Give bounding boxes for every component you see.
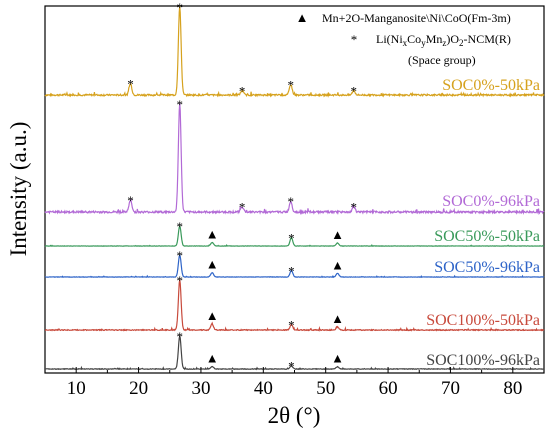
star-marker-soc0-50kpa-44.4: * bbox=[288, 77, 295, 92]
series-label-soc50-50kpa: SOC50%-50kPa bbox=[434, 228, 540, 245]
x-axis-label: 2θ (°) bbox=[268, 403, 321, 428]
triangle-marker-soc50-96kpa-51.9: ▲ bbox=[331, 257, 344, 272]
legend-triangle-symbol: ▲ bbox=[296, 10, 309, 25]
series-line-soc100-50kpa bbox=[44, 279, 545, 332]
x-axis: 10 20 30 40 50 60 70 80 bbox=[44, 367, 545, 399]
series-line-soc50-96kpa bbox=[44, 252, 545, 279]
series-label-soc50-96kpa: SOC50%-96kPa bbox=[434, 259, 540, 276]
star-marker-soc0-50kpa-18.7: * bbox=[127, 77, 134, 92]
triangle-marker-soc50-50kpa-51.9: ▲ bbox=[331, 227, 344, 242]
legend-entry-manganosite: Mn+2O-Manganosite\Ni\CoO(Fm-3m) bbox=[322, 11, 511, 25]
series-label-soc100-96kpa: SOC100%-96kPa bbox=[426, 352, 540, 369]
star-marker-soc50-50kpa-44.5: * bbox=[288, 231, 295, 246]
star-marker-soc0-96kpa-36.6: * bbox=[239, 200, 246, 215]
star-marker-soc0-96kpa-26.6: * bbox=[176, 97, 183, 112]
x-tick-label-50: 50 bbox=[316, 378, 335, 399]
series-labels: SOC0%-50kPa SOC0%-96kPa SOC50%-50kPa SOC… bbox=[426, 77, 540, 369]
ncm-part-end: -NCM(R) bbox=[464, 32, 511, 46]
star-marker-soc0-96kpa-44.4: * bbox=[288, 194, 295, 209]
series-label-soc0-96kpa: SOC0%-96kPa bbox=[442, 193, 540, 210]
star-marker-soc100-96kpa-44.5: * bbox=[288, 359, 295, 374]
ncm-sub-x: x bbox=[403, 38, 408, 48]
ncm-part-mn: Mn bbox=[426, 32, 443, 46]
series-line-soc0-96kpa bbox=[44, 103, 545, 216]
triangle-marker-soc100-50kpa-31.8: ▲ bbox=[206, 308, 219, 323]
triangle-marker-soc100-96kpa-31.8: ▲ bbox=[206, 350, 219, 365]
series-line-soc100-96kpa bbox=[44, 333, 545, 371]
ncm-part-o: )O bbox=[446, 32, 459, 46]
y-axis-label: Intensity (a.u.) bbox=[6, 122, 31, 257]
ncm-sub-z: z bbox=[442, 38, 446, 48]
ncm-part-co: Co bbox=[407, 32, 421, 46]
ncm-sub-2: 2 bbox=[459, 38, 464, 48]
triangle-marker-soc50-96kpa-31.8: ▲ bbox=[206, 257, 219, 272]
series-layer bbox=[44, 6, 545, 371]
legend: ▲ Mn+2O-Manganosite\Ni\CoO(Fm-3m) * Li(N… bbox=[296, 10, 511, 67]
legend-star-symbol: * bbox=[351, 32, 358, 47]
triangle-marker-soc100-96kpa-51.9: ▲ bbox=[331, 351, 344, 366]
x-tick-label-10: 10 bbox=[67, 378, 86, 399]
series-label-soc100-50kpa: SOC100%-50kPa bbox=[426, 312, 540, 329]
legend-entry-ncm: Li(NixCoyMnz)O2-NCM(R) bbox=[376, 32, 511, 48]
x-tick-label-20: 20 bbox=[129, 378, 148, 399]
x-tick-label-60: 60 bbox=[379, 378, 398, 399]
series-line-soc50-50kpa bbox=[44, 224, 545, 247]
star-marker-soc0-50kpa-36.6: * bbox=[239, 84, 246, 99]
star-marker-soc100-96kpa-26.6: * bbox=[176, 329, 183, 344]
x-tick-label-30: 30 bbox=[191, 378, 210, 399]
star-marker-soc0-50kpa-26.6: * bbox=[176, 0, 183, 15]
peak-marker-layer: * * * * * * * * * * * * ▲ ▲ * * ▲ ▲ * * ▲ ▲ * * ▲ ▲ bbox=[127, 0, 357, 374]
ncm-part-0: Li(Ni bbox=[376, 32, 403, 46]
triangle-marker-soc50-50kpa-31.8: ▲ bbox=[206, 226, 219, 241]
x-tick-label-70: 70 bbox=[441, 378, 460, 399]
star-marker-soc0-50kpa-54.5: * bbox=[351, 84, 358, 99]
series-line-soc0-50kpa bbox=[44, 6, 545, 98]
triangle-marker-soc100-50kpa-51.9: ▲ bbox=[331, 311, 344, 326]
x-tick-label-80: 80 bbox=[503, 378, 522, 399]
star-marker-soc50-96kpa-44.5: * bbox=[288, 263, 295, 278]
ncm-sub-y: y bbox=[421, 38, 426, 48]
legend-entry-space-group: (Space group) bbox=[408, 53, 476, 67]
star-marker-soc100-50kpa-26.6: * bbox=[176, 273, 183, 288]
star-marker-soc100-50kpa-44.5: * bbox=[288, 318, 295, 333]
x-tick-label-40: 40 bbox=[254, 378, 273, 399]
star-marker-soc50-50kpa-26.6: * bbox=[176, 219, 183, 234]
star-marker-soc50-96kpa-26.6: * bbox=[176, 248, 183, 263]
star-marker-soc0-96kpa-54.5: * bbox=[351, 200, 358, 215]
star-marker-soc0-96kpa-18.7: * bbox=[127, 193, 134, 208]
series-label-soc0-50kpa: SOC0%-50kPa bbox=[442, 77, 540, 94]
